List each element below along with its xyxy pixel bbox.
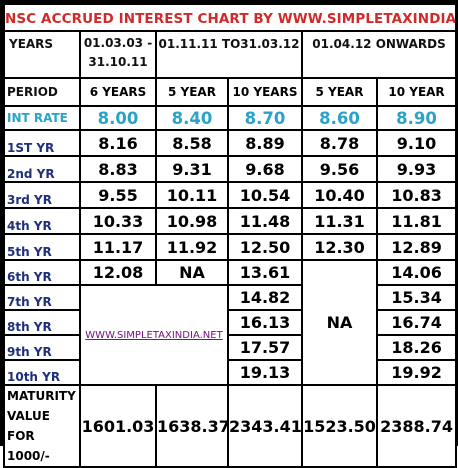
int-rate-label: INT RATE	[3, 105, 81, 131]
period-group-3: 01.04.12 ONWARDS	[300, 30, 458, 79]
table-cell: 12.08	[79, 259, 157, 286]
maturity-label: MATURITY VALUE FOR 1000/-	[3, 384, 81, 468]
na-cell: NA	[155, 259, 229, 286]
table-cell: 10.83	[375, 181, 458, 209]
int-rate-value: 8.60	[301, 105, 378, 131]
table-cell: 11.48	[227, 207, 303, 235]
table-cell: 16.74	[375, 309, 458, 336]
table-cell: 11.31	[301, 207, 378, 235]
table-cell: 8.83	[79, 155, 157, 183]
row-label: 2nd YR	[3, 155, 81, 183]
maturity-value: 1601.03	[79, 384, 157, 468]
table-cell: 19.92	[375, 359, 458, 386]
chart-title: NSC ACCRUED INTEREST CHART BY WWW.SIMPLE…	[5, 11, 457, 27]
table-cell: 9.93	[375, 155, 458, 183]
table-cell: 12.50	[227, 233, 303, 261]
table-cell: 10.33	[79, 207, 157, 235]
table-cell: 15.34	[375, 284, 458, 311]
table-cell: 10.11	[155, 181, 229, 209]
row-label: 5th YR	[3, 233, 81, 261]
int-rate-value: 8.00	[79, 105, 157, 131]
table-cell: 11.92	[155, 233, 229, 261]
maturity-label-line2: VALUE	[7, 409, 50, 423]
table-cell: 14.06	[375, 259, 458, 286]
nsc-interest-table: NSC ACCRUED INTEREST CHART BY WWW.SIMPLE…	[2, 3, 458, 468]
period-label: PERIOD	[3, 77, 81, 107]
row-label: 1ST YR	[3, 129, 81, 157]
table-cell: 10.54	[227, 181, 303, 209]
maturity-value: 2343.41	[227, 384, 303, 468]
table-cell: 9.10	[375, 129, 458, 157]
column-header: 5 YEAR	[301, 77, 378, 107]
table-cell: 17.57	[227, 334, 303, 361]
period-group-1: 01.03.03 - 31.10.11	[79, 30, 157, 79]
int-rate-value: 8.40	[155, 105, 229, 131]
row-label: 10th YR	[3, 359, 81, 386]
row-label: 9th YR	[3, 334, 81, 361]
maturity-label-line1: MATURITY	[7, 389, 76, 403]
table-cell: 16.13	[227, 309, 303, 336]
table-cell: 12.89	[375, 233, 458, 261]
column-header: 10 YEARS	[227, 77, 303, 107]
period-group-2: 01.11.11 TO31.03.12	[155, 30, 303, 79]
column-header: 6 YEARS	[79, 77, 157, 107]
table-cell: 11.17	[79, 233, 157, 261]
period-group-1-line2: 31.10.11	[88, 55, 148, 69]
column-header: 10 YEAR	[375, 77, 458, 107]
table-cell: 9.55	[79, 181, 157, 209]
table-cell: 10.98	[155, 207, 229, 235]
table-cell: 8.89	[227, 129, 303, 157]
website-link[interactable]: WWW.SIMPLETAXINDIA.NET	[79, 284, 229, 386]
table-cell: 8.78	[301, 129, 378, 157]
years-label: YEARS	[3, 30, 81, 79]
int-rate-value: 8.90	[375, 105, 458, 131]
table-cell: 9.56	[301, 155, 378, 183]
period-group-1-line1: 01.03.03 -	[83, 36, 153, 50]
table-cell: 9.68	[227, 155, 303, 183]
maturity-value: 1523.50	[301, 384, 378, 468]
row-label: 6th YR	[3, 259, 81, 286]
table-cell: 10.40	[301, 181, 378, 209]
table-cell: 11.81	[375, 207, 458, 235]
table-cell: 13.61	[227, 259, 303, 286]
maturity-value: 2388.74	[375, 384, 458, 468]
chart-title-cell: NSC ACCRUED INTEREST CHART BY WWW.SIMPLE…	[2, 3, 458, 32]
maturity-value: 1638.37	[155, 384, 229, 468]
table-cell: 12.30	[301, 233, 378, 261]
table-cell: 8.58	[155, 129, 229, 157]
row-label: 3rd YR	[3, 181, 81, 209]
table-cell: 19.13	[227, 359, 303, 386]
int-rate-value: 8.70	[227, 105, 303, 131]
table-cell: 18.26	[375, 334, 458, 361]
row-label: 8th YR	[3, 309, 81, 336]
column-header: 5 YEAR	[155, 77, 229, 107]
table-cell: 8.16	[79, 129, 157, 157]
row-label: 7th YR	[3, 284, 81, 311]
maturity-label-line3: FOR 1000/-	[7, 429, 50, 463]
table-cell: 14.82	[227, 284, 303, 311]
table-cell: 9.31	[155, 155, 229, 183]
row-label: 4th YR	[3, 207, 81, 235]
na-merged-cell: NA	[301, 259, 378, 386]
